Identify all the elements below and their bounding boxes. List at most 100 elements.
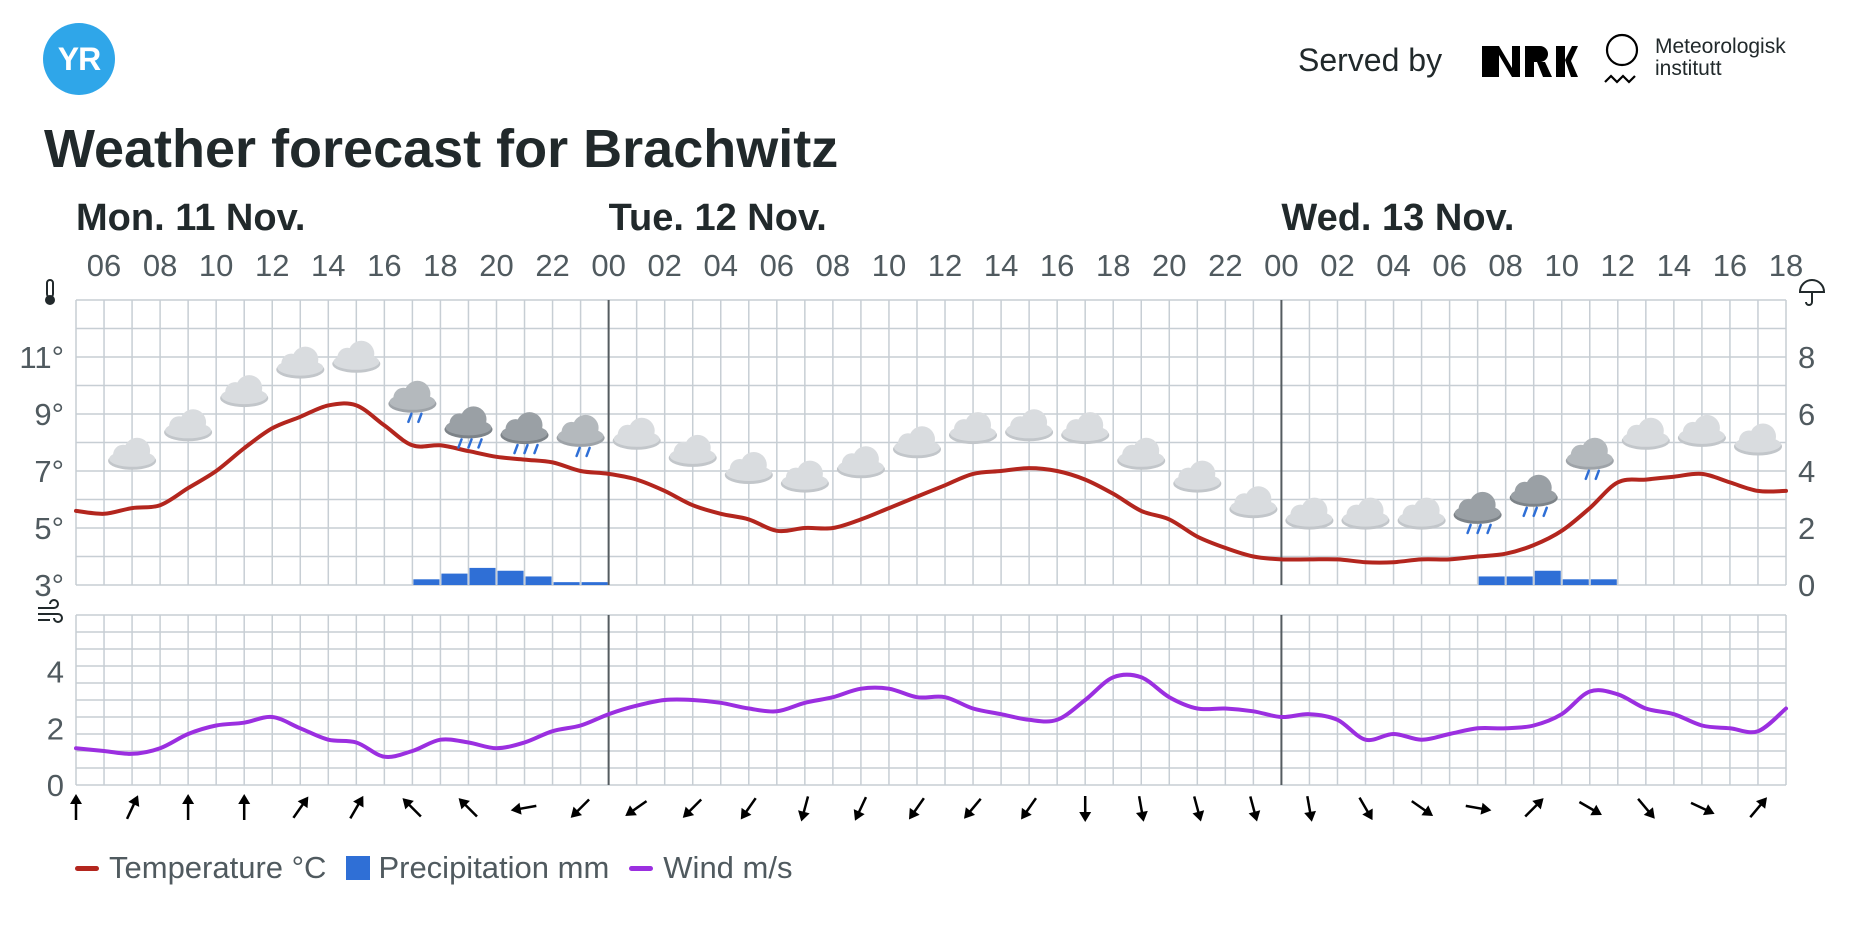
cloud-base xyxy=(389,393,436,410)
precipitation-tick-label: 0 xyxy=(1798,568,1815,603)
wind-direction-arrow xyxy=(1524,798,1544,818)
hour-tick-label: 08 xyxy=(143,248,177,283)
rain-drop xyxy=(1476,523,1482,535)
arrow-head xyxy=(458,798,470,810)
met-name-line2: institutt xyxy=(1655,57,1722,80)
cloud-icon xyxy=(1734,423,1782,456)
legend-swatch-wind xyxy=(629,865,654,871)
wind-direction-arrow xyxy=(1021,797,1038,820)
cloud-icon xyxy=(1117,437,1166,470)
cloud-base xyxy=(837,459,884,476)
side-icons xyxy=(38,279,1826,623)
cloud-base xyxy=(165,422,212,439)
nrk-logo[interactable] xyxy=(1482,44,1578,78)
precipitation-bar xyxy=(1562,579,1589,585)
wind-direction-arrow xyxy=(1079,796,1092,822)
cloud-icon xyxy=(893,426,941,459)
wind-icon xyxy=(38,599,63,623)
wind-direction-arrow xyxy=(682,798,703,818)
wind-series xyxy=(74,672,1788,759)
arrow-head xyxy=(1192,810,1205,822)
arrow-head xyxy=(1079,812,1092,822)
temperature-tick-label: 11° xyxy=(19,340,64,375)
rain-drop xyxy=(585,446,591,458)
cloud-icon xyxy=(1285,497,1334,530)
hour-tick-label: 10 xyxy=(1544,248,1578,283)
y-axis-ticks: 3° 5° 7° 9° 11° 0 2 4 6 8 0 2 4 xyxy=(19,340,1815,803)
wind-tick-label: 4 xyxy=(47,655,64,690)
hour-tick-label: 16 xyxy=(1040,248,1074,283)
cloud-icon xyxy=(949,412,997,445)
rain-drop xyxy=(467,438,473,449)
hour-tick-label: 14 xyxy=(311,248,345,283)
hour-tick-label: 10 xyxy=(872,248,906,283)
wind-tick-label: 2 xyxy=(47,711,64,746)
wind-direction-arrow xyxy=(510,802,537,815)
temperature-tick-label: 3° xyxy=(34,568,64,603)
wind-direction-arrow xyxy=(853,796,868,821)
arrow-head xyxy=(1304,810,1317,822)
rain-drop xyxy=(1542,506,1548,518)
cloud-icon xyxy=(780,460,829,493)
wind-direction-arrow xyxy=(349,795,364,820)
arrow-head xyxy=(510,802,522,815)
arrow-head xyxy=(1590,804,1602,816)
hour-tick-label: 08 xyxy=(816,248,850,283)
weather-symbols xyxy=(108,340,1782,535)
precipitation-bar xyxy=(1506,576,1533,585)
cloud-base xyxy=(333,353,380,370)
met-institute-logo[interactable] xyxy=(1602,32,1642,92)
arrow-head xyxy=(402,798,414,810)
cloud-base xyxy=(1342,510,1389,527)
wind-direction-arrow xyxy=(402,798,422,818)
cloud-icon xyxy=(332,340,381,373)
arrow-head xyxy=(1755,797,1767,809)
cloud-icon xyxy=(1621,417,1670,450)
temperature-series xyxy=(74,401,1788,565)
precipitation-bar xyxy=(413,579,440,585)
arrow-head xyxy=(1248,810,1261,822)
arrow-head xyxy=(1532,798,1544,810)
thermometer-icon-stem xyxy=(46,279,54,298)
rain-drop xyxy=(477,438,483,449)
wind-direction-arrows xyxy=(70,794,1767,822)
hour-tick-label: 14 xyxy=(1657,248,1691,283)
rain-cloud-icon xyxy=(500,412,549,455)
arrow-head xyxy=(238,794,251,804)
arrow-head xyxy=(70,794,82,804)
cloud-base xyxy=(781,473,828,490)
wind-direction-arrow xyxy=(125,795,140,820)
served-by-label: Served by xyxy=(1298,42,1443,78)
cloud-base xyxy=(669,447,716,464)
wind-direction-arrow xyxy=(1304,795,1317,822)
precipitation-tick-label: 4 xyxy=(1798,454,1815,489)
arrow-head xyxy=(1021,807,1032,820)
day-label: Wed. 13 Nov. xyxy=(1281,197,1514,239)
cloud-icon xyxy=(1341,497,1390,530)
precipitation-bar xyxy=(1590,579,1617,585)
wind-direction-arrow xyxy=(1749,797,1767,818)
arrow-head xyxy=(182,794,195,804)
yr-logo[interactable]: YR xyxy=(43,23,115,95)
precipitation-tick-label: 6 xyxy=(1798,397,1815,432)
umbrella-icon-canopy xyxy=(1798,279,1826,293)
rain-drop xyxy=(533,443,539,455)
wind-direction-arrow xyxy=(182,794,195,820)
arrow-head xyxy=(682,806,695,818)
legend-item-temperature: Temperature °C xyxy=(75,850,326,886)
cloud-base xyxy=(445,419,492,436)
arrow-head xyxy=(1362,808,1373,821)
cloud-icon xyxy=(1005,409,1054,442)
wind-tick-label: 0 xyxy=(47,768,64,803)
wind-direction-arrow xyxy=(1411,800,1434,817)
forecast-chart: Mon. 11 Nov. Tue. 12 Nov. Wed. 13 Nov. 06 0… xyxy=(19,197,1826,822)
arrow-head xyxy=(570,806,583,818)
chart-grid xyxy=(75,299,1787,786)
precipitation-bar xyxy=(581,582,608,585)
hour-tick-label: 12 xyxy=(255,248,289,283)
cloud-base xyxy=(501,425,548,442)
hour-tick-label: 06 xyxy=(760,248,794,283)
rain-drop xyxy=(523,443,529,455)
arrow-head xyxy=(740,807,752,820)
wind-direction-arrow xyxy=(625,800,648,817)
